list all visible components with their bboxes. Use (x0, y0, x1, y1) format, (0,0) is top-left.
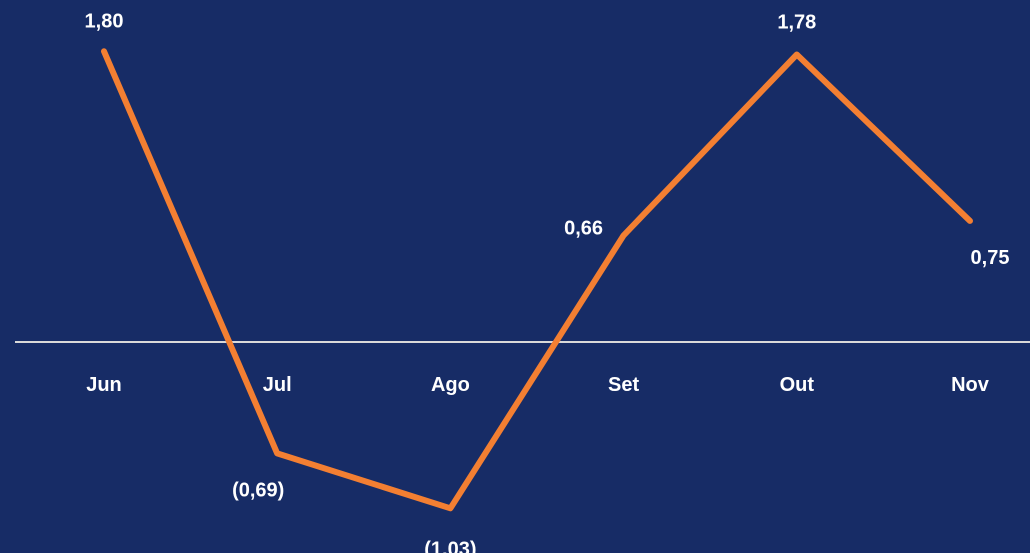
data-label-jul: (0,69) (232, 479, 284, 501)
data-label-nov: 0,75 (971, 247, 1010, 269)
category-label-jul: Jul (263, 374, 292, 396)
data-label-out: 1,78 (777, 12, 816, 34)
category-label-nov: Nov (951, 374, 990, 396)
category-label-jun: Jun (86, 374, 122, 396)
category-labels: Jun Jul Ago Set Out Nov (86, 374, 990, 396)
category-label-ago: Ago (431, 374, 470, 396)
data-label-set: 0,66 (564, 217, 603, 239)
data-label-ago: (1,03) (424, 538, 476, 553)
data-labels: 1,80 (0,69) (1,03) 0,66 1,78 0,75 (85, 10, 1010, 553)
category-label-set: Set (608, 374, 639, 396)
data-label-jun: 1,80 (85, 10, 124, 32)
series-line (101, 48, 973, 512)
category-label-out: Out (780, 374, 815, 396)
